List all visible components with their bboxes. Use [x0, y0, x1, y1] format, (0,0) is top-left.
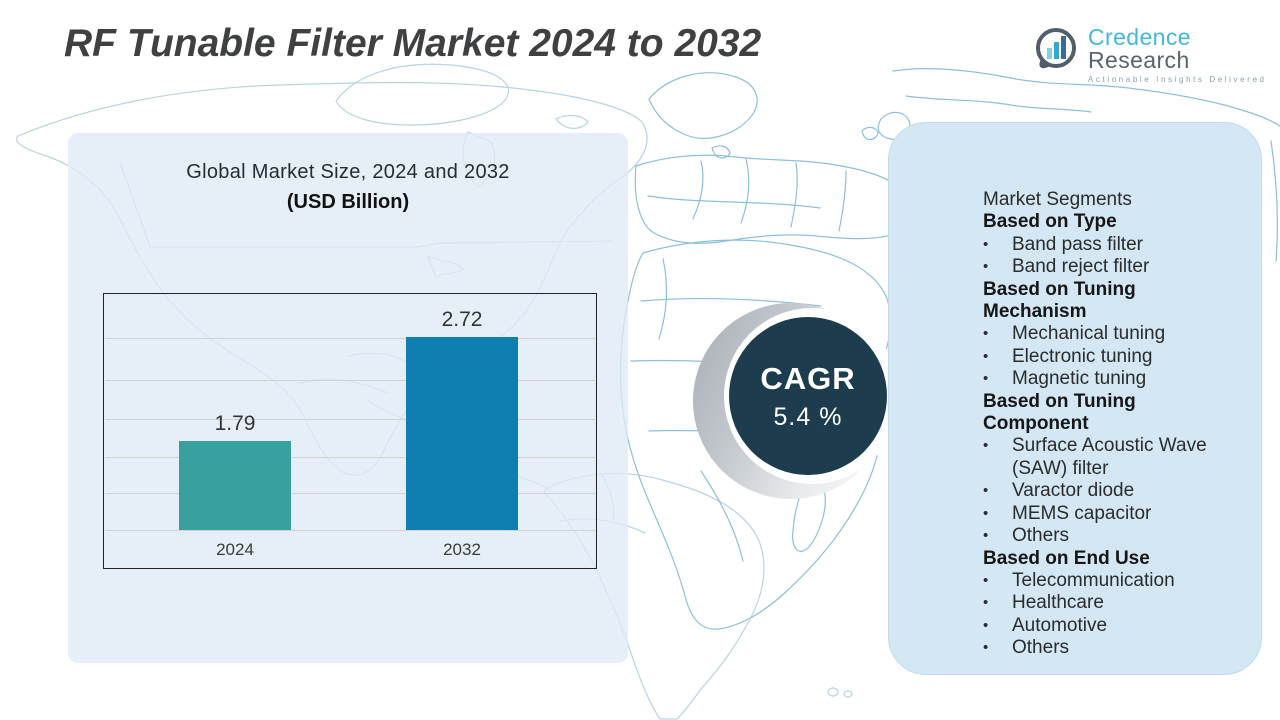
bar-chart-speech-bubble-icon — [1033, 26, 1080, 78]
segment-heading: Based on Tuning Mechanism — [983, 278, 1136, 323]
segment-heading: Based on Tuning Component — [983, 390, 1136, 435]
segment-item-label: Mechanical tuning — [1012, 323, 1166, 345]
bullet-icon: • — [983, 571, 989, 589]
bar-2024: 1.79 2024 — [179, 412, 291, 559]
chart-title: Global Market Size, 2024 and 2032 — [186, 161, 510, 183]
segment-item: • Healthcare — [983, 592, 1241, 614]
bullet-icon: • — [983, 482, 989, 500]
bar-category-label: 2032 — [443, 540, 481, 559]
segment-item-label: Healthcare — [1012, 592, 1104, 614]
gridline — [105, 457, 595, 458]
segment-item: • Magnetic tuning — [983, 368, 1241, 390]
bullet-icon: • — [983, 639, 989, 657]
bar-category-label: 2024 — [216, 540, 254, 559]
segment-item-label: Others — [1012, 525, 1070, 547]
chart-background-panel — [68, 133, 628, 663]
bullet-icon: • — [983, 594, 989, 612]
segment-item: • Telecommunication — [983, 570, 1241, 592]
bullet-icon: • — [983, 235, 989, 253]
segment-item: • Automotive — [983, 615, 1241, 637]
brand-name: Credence Research — [1088, 24, 1191, 73]
segment-item-label: Telecommunication — [1012, 569, 1175, 591]
bar-value-label: 1.79 — [214, 412, 256, 435]
gridline — [105, 530, 595, 531]
segment-item-label: Automotive — [1012, 614, 1108, 636]
segment-item-label: Electronic tuning — [1012, 345, 1153, 367]
bar-2032: 2.72 2032 — [406, 308, 518, 559]
segment-item: • MEMS capacitor — [983, 503, 1241, 525]
bullet-icon: • — [983, 527, 989, 545]
bullet-icon: • — [983, 347, 989, 365]
gridline — [105, 380, 595, 381]
bar-value-label: 2.72 — [441, 308, 483, 331]
segment-item-label: Varactor diode — [1012, 480, 1135, 502]
segment-item-label: Band pass filter — [1012, 233, 1143, 255]
segment-item: • Others — [983, 525, 1241, 547]
segment-item: • Varactor diode — [983, 480, 1241, 502]
cagr-value: 5.4 % — [773, 402, 843, 431]
chart-subtitle: (USD Billion) — [286, 191, 410, 213]
segment-item: • Mechanical tuning — [983, 323, 1241, 345]
bullet-icon: • — [983, 370, 989, 388]
segment-heading: Based on End Use — [983, 547, 1150, 569]
cagr-badge: CAGR 5.4 % — [729, 317, 887, 475]
market-segments-card: Market Segments Based on Type • Band pass … — [888, 122, 1262, 675]
brand-tagline: Actionable Insights Delivered — [1088, 75, 1267, 84]
gridline — [105, 338, 595, 339]
cagr-label: CAGR — [760, 360, 856, 396]
page-title: RF Tunable Filter Market 2024 to 2032 — [64, 22, 762, 65]
brand-logo: Credence Research Actionable Insights De… — [1033, 26, 1280, 84]
segment-item: • Others — [983, 637, 1241, 659]
segment-item: • Band reject filter — [983, 256, 1241, 278]
bullet-icon: • — [983, 616, 989, 634]
bullet-icon: • — [983, 258, 989, 276]
segment-heading: Based on Type — [983, 211, 1117, 233]
segment-item-label: Others — [1012, 637, 1070, 659]
segment-item-label: Surface Acoustic Wave (SAW) filter — [1012, 435, 1207, 479]
gridline — [105, 419, 595, 420]
segment-item: • Electronic tuning — [983, 346, 1241, 368]
chart-title-block: Global Market Size, 2024 and 2032 (USD B… — [68, 161, 628, 214]
segment-item-label: Band reject filter — [1012, 256, 1150, 278]
gridline — [105, 493, 595, 494]
bullet-icon: • — [983, 325, 989, 343]
segments-list: Based on Type • Band pass filter • Band reje… — [983, 211, 1241, 659]
bar-chart: 1.79 2024 2.72 2032 — [103, 293, 597, 569]
brand-text: Credence Research Actionable Insights De… — [1088, 26, 1280, 84]
brand-name-primary: Credence — [1088, 24, 1191, 50]
segment-item-label: Magnetic tuning — [1012, 368, 1147, 390]
bullet-icon: • — [983, 504, 989, 522]
segments-title: Market Segments — [983, 189, 1132, 210]
bullet-icon: • — [983, 437, 989, 455]
segment-item: • Surface Acoustic Wave (SAW) filter — [983, 435, 1241, 480]
bar-plot: 1.79 2024 2.72 2032 — [104, 294, 596, 559]
segment-item-label: MEMS capacitor — [1012, 502, 1152, 524]
brand-name-secondary: Research — [1088, 47, 1190, 73]
segment-item: • Band pass filter — [983, 234, 1241, 256]
